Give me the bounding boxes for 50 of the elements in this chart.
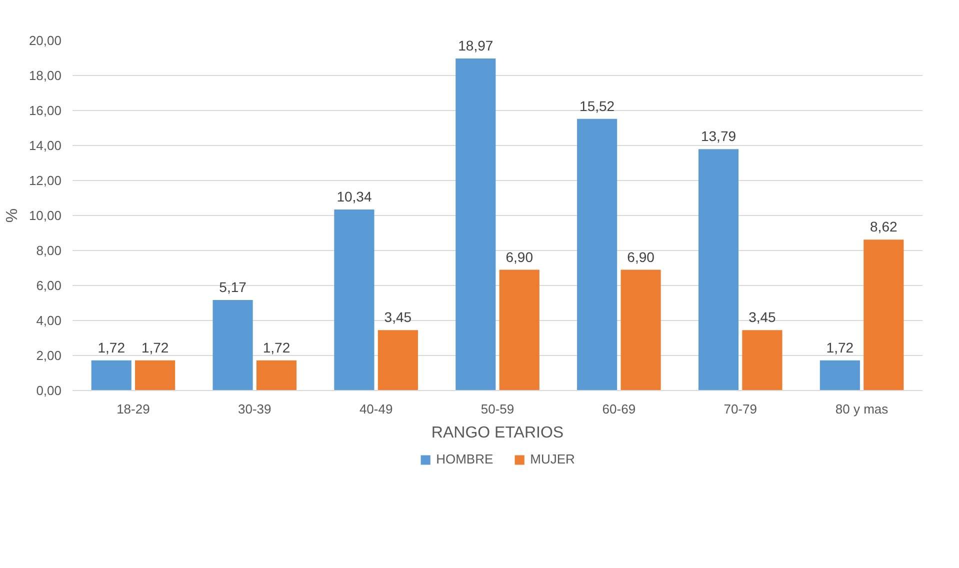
bar	[256, 360, 297, 390]
bar	[620, 270, 661, 390]
data-label: 13,79	[700, 128, 736, 144]
x-tick-label: 40-49	[359, 402, 393, 416]
x-tick-label: 80 y mas	[835, 402, 889, 416]
bar	[577, 118, 618, 390]
data-label: 1,72	[826, 339, 854, 356]
data-label: 18,97	[458, 38, 494, 54]
bar	[499, 270, 540, 390]
data-label: 1,72	[262, 339, 290, 356]
bar	[378, 330, 418, 390]
x-tick-label: 60-69	[602, 402, 636, 416]
y-tick-label: 2,00	[36, 348, 62, 363]
bar	[135, 360, 176, 390]
x-tick-label: 18-29	[116, 402, 150, 416]
bar	[334, 210, 374, 390]
bar	[698, 149, 739, 390]
bar	[91, 360, 132, 390]
data-label: 1,72	[141, 339, 169, 356]
y-tick-label: 14,00	[28, 138, 62, 153]
data-label: 8,62	[870, 218, 898, 235]
y-tick-label: 6,00	[36, 278, 62, 293]
y-tick-label: 8,00	[36, 243, 62, 258]
x-axis-title: RANGO ETARIOS	[431, 424, 564, 442]
data-label: 3,45	[384, 309, 412, 326]
data-label: 15,52	[580, 98, 615, 114]
data-label: 6,90	[627, 248, 655, 265]
x-tick-label: 70-79	[724, 402, 757, 416]
data-label: 3,45	[748, 309, 776, 326]
y-tick-label: 18,00	[28, 68, 62, 83]
bar	[820, 360, 860, 390]
bar	[456, 58, 496, 390]
legend-label: HOMBRE	[436, 452, 494, 466]
y-tick-label: 12,00	[28, 173, 62, 188]
x-tick-label: 30-39	[238, 402, 272, 416]
legend-label: MUJER	[530, 452, 575, 466]
y-tick-label: 0,00	[36, 383, 62, 398]
data-label: 5,17	[219, 279, 247, 296]
data-label: 6,90	[506, 248, 534, 265]
y-tick-label: 4,00	[36, 313, 62, 328]
y-tick-label: 20,00	[28, 33, 62, 48]
y-axis-title: %	[4, 208, 21, 223]
data-label: 10,34	[336, 188, 372, 205]
bar	[864, 240, 904, 390]
bar	[742, 330, 782, 390]
x-tick-label: 50-59	[480, 402, 514, 416]
y-tick-label: 10,00	[28, 208, 62, 223]
data-label: 1,72	[98, 339, 126, 356]
y-tick-label: 16,00	[28, 103, 62, 118]
bar	[212, 300, 253, 390]
